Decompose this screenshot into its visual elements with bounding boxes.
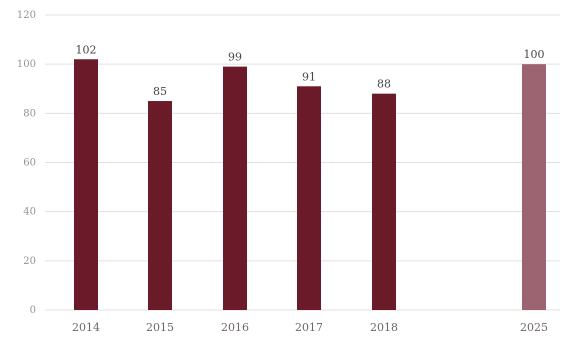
- x-tick-label-2018: 2018: [370, 321, 398, 334]
- data-labels: 102 85 99 91 88 100: [76, 43, 545, 98]
- y-tick-label: 120: [17, 10, 36, 21]
- data-label-2018: 88: [377, 78, 391, 91]
- bar-2016: [223, 66, 247, 310]
- x-axis-ticks: 2014 2015 2016 2017 2018 2025: [72, 321, 548, 334]
- x-tick-label-2017: 2017: [295, 321, 323, 334]
- bar-2017: [297, 86, 321, 311]
- bar-2018: [372, 93, 396, 311]
- y-tick-label: 0: [30, 305, 36, 316]
- x-tick-label-2016: 2016: [221, 321, 249, 334]
- data-label-2014: 102: [76, 43, 97, 56]
- y-axis-ticks: 0 20 40 60 80 100 120: [17, 10, 36, 316]
- y-tick-label: 40: [23, 207, 36, 218]
- data-label-2016: 99: [228, 51, 242, 64]
- x-tick-label-2015: 2015: [146, 321, 174, 334]
- data-label-2025: 100: [524, 48, 545, 61]
- x-tick-label-2014: 2014: [72, 321, 100, 334]
- y-tick-label: 60: [23, 158, 36, 169]
- data-label-2017: 91: [302, 70, 316, 83]
- x-tick-label-2025: 2025: [520, 321, 548, 334]
- y-tick-label: 100: [17, 59, 36, 70]
- bar-2014: [74, 59, 98, 310]
- bars: [74, 59, 546, 311]
- y-tick-label: 80: [23, 108, 36, 119]
- bar-2025: [522, 64, 546, 311]
- y-tick-label: 20: [23, 256, 36, 267]
- data-label-2015: 85: [153, 85, 167, 98]
- bar-2015: [148, 101, 172, 311]
